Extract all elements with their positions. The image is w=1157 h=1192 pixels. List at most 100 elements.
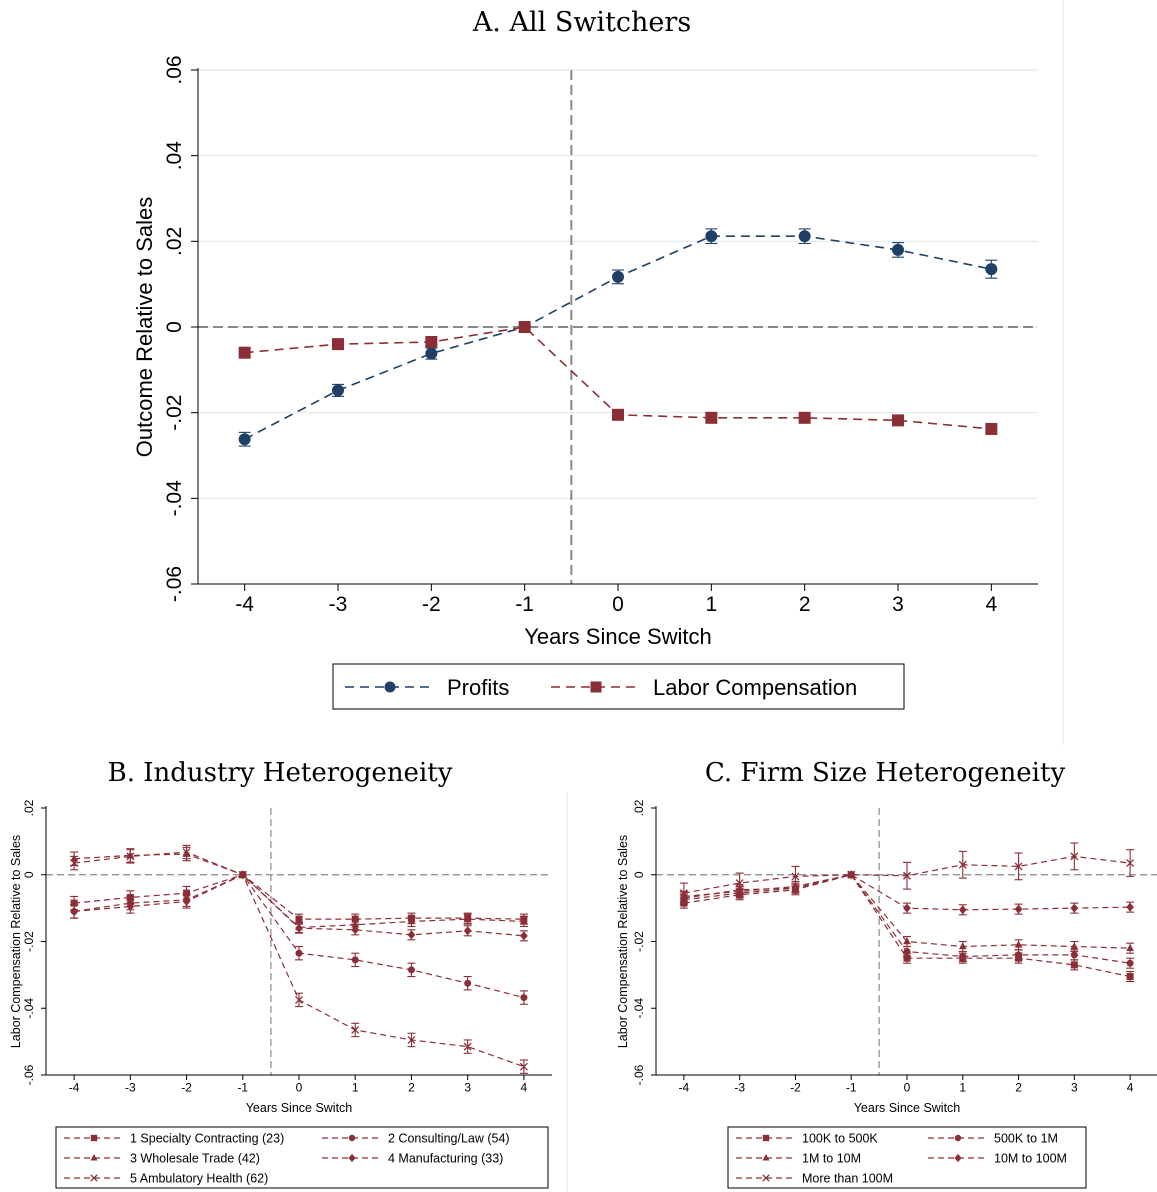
legend-marker xyxy=(348,1134,356,1142)
x-tick-label: -2 xyxy=(181,1080,192,1094)
legend-item: 100K to 500K xyxy=(736,1132,878,1146)
marker-stroke xyxy=(903,871,911,880)
data-point xyxy=(705,411,718,424)
data-point xyxy=(1126,859,1135,868)
chart-title: A. All Switchers xyxy=(472,7,691,38)
legend-item: 4 Manufacturing (33) xyxy=(322,1152,503,1166)
chart-0: A. All Switchers -.06 -.04 -.02 0 .02 .04 .06 -4… xyxy=(132,7,1038,710)
x-tick-label: 2 xyxy=(799,593,811,616)
legend-item: Profits xyxy=(345,675,509,700)
data-point xyxy=(612,408,624,421)
y-tick-label: 0 xyxy=(22,871,36,878)
data-point xyxy=(464,979,472,987)
data-point xyxy=(425,335,438,348)
marker-stroke xyxy=(238,870,247,879)
data-point xyxy=(351,915,359,923)
data-point xyxy=(1126,902,1134,912)
marker-stroke xyxy=(679,889,688,898)
y-tick-label: -.02 xyxy=(22,931,36,952)
legend-item: 1M to 10M xyxy=(736,1152,861,1166)
data-point xyxy=(958,905,967,915)
data-point xyxy=(407,966,415,974)
x-tick-label: 1 xyxy=(352,1080,359,1094)
data-point xyxy=(1070,903,1079,913)
marker-stroke xyxy=(958,860,967,869)
series-1 xyxy=(70,871,528,1005)
y-tick-label: .02 xyxy=(22,799,36,816)
data-point xyxy=(70,899,78,907)
legend-label: 5 Ambulatory Health (62) xyxy=(130,1172,268,1186)
y-tick-label: .06 xyxy=(163,55,186,84)
data-point xyxy=(903,871,911,880)
data-point xyxy=(847,870,856,879)
series-0 xyxy=(70,871,528,925)
data-point xyxy=(1070,852,1079,861)
data-point xyxy=(126,852,135,861)
data-point xyxy=(705,230,718,243)
data-point xyxy=(892,414,904,427)
series-4 xyxy=(70,844,528,1074)
legend-marker xyxy=(762,1134,770,1142)
y-tick-label: -.02 xyxy=(163,395,186,431)
data-point xyxy=(332,384,344,397)
x-tick-label: 4 xyxy=(985,593,997,616)
series-line xyxy=(74,874,525,999)
marker-stroke xyxy=(407,1035,416,1044)
legend: 100K to 500K 500K to 1M 1M to 10M 10M to 10… xyxy=(727,1126,1087,1189)
x-tick-label: -3 xyxy=(125,1080,136,1094)
legend-label: 4 Manufacturing (33) xyxy=(388,1152,503,1166)
chart-2: C. Firm Size Heterogeneity -.06 -.04 -.02 0.… xyxy=(616,758,1157,1189)
data-point xyxy=(958,860,967,869)
x-tick-label: 4 xyxy=(521,1080,528,1094)
data-point xyxy=(798,411,811,424)
legend-marker xyxy=(90,1174,98,1182)
data-point xyxy=(1015,951,1023,959)
data-point xyxy=(407,930,416,940)
data-point xyxy=(463,914,472,922)
x-tick-label: 4 xyxy=(1127,1080,1134,1094)
x-tick-label: -2 xyxy=(422,593,441,616)
data-point xyxy=(295,949,303,957)
x-tick-label: -4 xyxy=(679,1080,690,1094)
marker-stroke xyxy=(90,1174,98,1182)
y-tick-label: -.04 xyxy=(632,998,646,1019)
data-point xyxy=(463,1042,472,1051)
data-point xyxy=(70,906,78,917)
legend-label: 10M to 100M xyxy=(994,1152,1067,1166)
x-tick-label: -4 xyxy=(69,1080,80,1094)
data-point xyxy=(407,1035,416,1044)
legend-item: 3 Wholesale Trade (42) xyxy=(64,1152,260,1166)
marker-stroke xyxy=(182,848,191,857)
data-point xyxy=(332,338,344,351)
x-tick-label: 2 xyxy=(1015,1080,1022,1094)
data-point xyxy=(903,954,911,962)
marker-stroke xyxy=(1070,852,1079,861)
series-0 xyxy=(238,228,998,447)
legend-item: Labor Compensation xyxy=(551,675,857,700)
data-point xyxy=(1126,973,1134,981)
data-point xyxy=(903,937,911,945)
legend-label: 1M to 10M xyxy=(802,1152,861,1166)
data-point xyxy=(351,925,360,935)
data-point xyxy=(351,956,359,964)
legend-label: 100K to 500K xyxy=(802,1132,878,1146)
marker-stroke xyxy=(351,1025,360,1034)
data-point xyxy=(959,953,967,961)
marker-stroke xyxy=(791,872,800,881)
legend: Profits Labor Compensation xyxy=(332,663,905,710)
y-tick-label: -.06 xyxy=(163,566,186,602)
marker-stroke xyxy=(1126,859,1135,868)
y-axis-label: Outcome Relative to Sales xyxy=(132,197,157,457)
y-axis-label: Labor Compensation Relative to Sales xyxy=(616,835,630,1048)
data-point xyxy=(295,923,303,933)
data-point xyxy=(798,230,811,243)
chart-1: B. Industry Heterogeneity -.06 -.04 -.02 0 .0… xyxy=(9,758,552,1189)
x-tick-label: -3 xyxy=(329,593,348,616)
data-point xyxy=(1014,904,1023,914)
x-tick-label: -1 xyxy=(237,1080,248,1094)
data-point xyxy=(351,1025,360,1034)
x-tick-label: 2 xyxy=(408,1080,415,1094)
x-tick-label: 3 xyxy=(464,1080,471,1094)
x-axis-label: Years Since Switch xyxy=(524,624,712,649)
